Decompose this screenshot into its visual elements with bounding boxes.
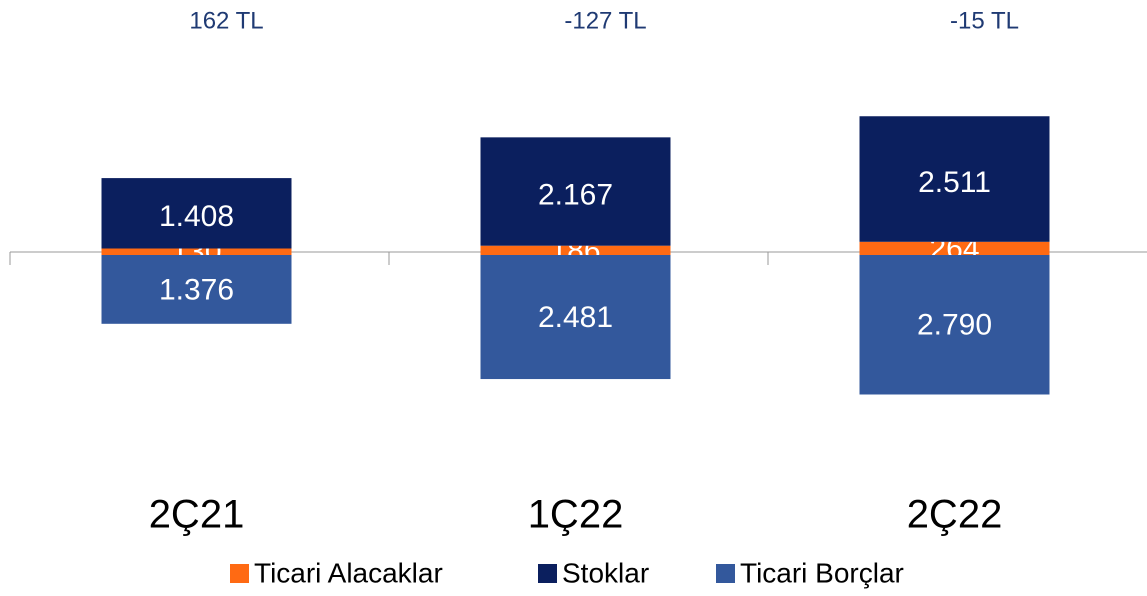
value-label: 2.790 bbox=[917, 309, 992, 342]
bar-segment bbox=[101, 178, 292, 249]
bar-segment bbox=[859, 241, 1050, 255]
bar-segment bbox=[101, 248, 292, 255]
x-tick-label: 2Ç21 bbox=[149, 493, 245, 537]
legend-label: Stoklar bbox=[562, 557, 649, 588]
legend-swatch bbox=[538, 564, 557, 583]
value-label: 2.511 bbox=[918, 166, 991, 199]
bar-segment bbox=[480, 255, 671, 380]
annotation: 162 TL bbox=[189, 7, 263, 34]
bar-segment bbox=[859, 255, 1050, 395]
value-label: 2.481 bbox=[538, 301, 613, 334]
legend-swatch bbox=[230, 564, 249, 583]
legend-label: Ticari Borçlar bbox=[740, 557, 904, 588]
legend-label: Ticari Alacaklar bbox=[254, 557, 443, 588]
bar-segment bbox=[859, 116, 1050, 242]
bar-segment bbox=[480, 137, 671, 246]
bar-segment bbox=[101, 255, 292, 324]
value-label: 1.408 bbox=[159, 200, 234, 233]
value-label: 2.167 bbox=[538, 178, 613, 211]
legend-swatch bbox=[716, 564, 735, 583]
bar-segment bbox=[480, 245, 671, 255]
value-label: 1.376 bbox=[159, 273, 234, 306]
x-tick-label: 2Ç22 bbox=[907, 493, 1003, 537]
x-tick-label: 1Ç22 bbox=[528, 493, 624, 537]
annotation: -127 TL bbox=[564, 7, 646, 34]
annotation: -15 TL bbox=[950, 7, 1019, 34]
